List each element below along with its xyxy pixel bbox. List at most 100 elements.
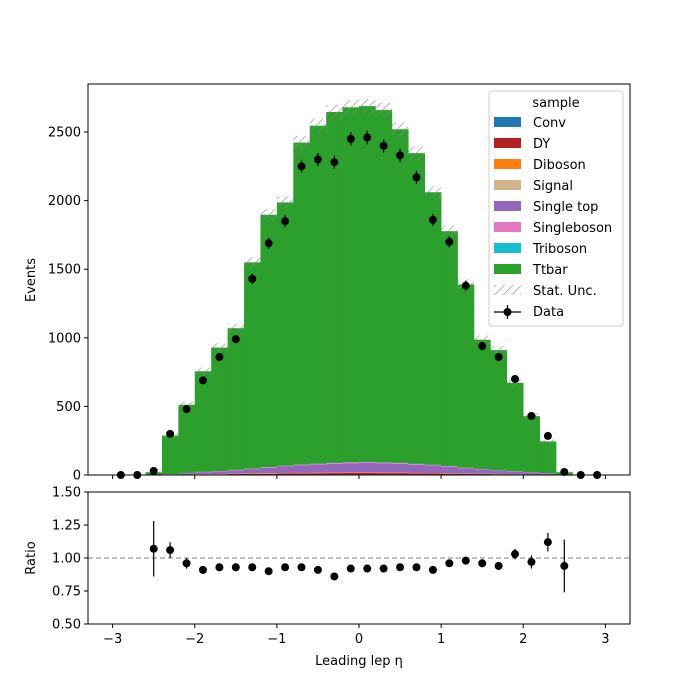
bar-ttbar — [506, 382, 524, 472]
bar-ttbar — [161, 435, 179, 475]
legend-label: DY — [533, 137, 550, 152]
data-point — [281, 217, 290, 226]
bar-ttbar — [293, 142, 311, 465]
ratio-point — [428, 565, 437, 574]
bar-single-top — [309, 464, 327, 473]
data-point — [198, 376, 207, 385]
main-y-axis-label: Events — [24, 258, 39, 302]
x-tick-label: −1 — [267, 632, 286, 647]
data-point — [248, 274, 257, 283]
legend-label: Singleboson — [533, 221, 612, 236]
stat-unc-band — [473, 335, 491, 345]
ratio-point — [149, 544, 158, 553]
x-tick-label: −2 — [185, 632, 204, 647]
y-tick-label: 2000 — [48, 194, 81, 209]
data-point — [264, 239, 273, 248]
bar-singleboson — [391, 463, 409, 464]
bar-singleboson — [342, 462, 360, 464]
legend-label: Conv — [533, 116, 566, 131]
legend-swatch-diboson — [494, 159, 521, 169]
x-tick-label: 1 — [437, 632, 445, 647]
bar-ttbar — [375, 110, 393, 463]
data-point — [494, 353, 503, 362]
bar-singleboson — [276, 465, 294, 467]
main-plot-panel: 0 500 1000 1500 2000 2500 Events — [24, 83, 631, 484]
legend-swatch-singleboson — [494, 222, 521, 232]
data-point — [149, 466, 158, 475]
stat-unc-band — [408, 146, 425, 160]
legend-label: Single top — [533, 200, 598, 215]
bar-dy — [473, 474, 491, 475]
legend-label: Diboson — [533, 158, 586, 173]
ratio-y-tick-label: 1.25 — [52, 519, 81, 534]
stacked-bars — [145, 106, 573, 475]
bar-dy — [490, 474, 508, 475]
stat-unc-band — [391, 122, 409, 137]
legend-swatch-conv — [494, 117, 521, 127]
main-x-ticks — [112, 475, 606, 479]
stat-unc-band — [309, 118, 327, 133]
bar-single-top — [244, 469, 261, 474]
bar-dy — [375, 473, 393, 475]
data-point — [396, 151, 405, 160]
bar-ttbar — [539, 441, 557, 474]
ratio-point — [527, 557, 536, 566]
stat-unc-band — [260, 208, 277, 221]
ratio-point — [248, 563, 257, 572]
ratio-point — [560, 561, 569, 570]
x-tick-label: 2 — [519, 632, 527, 647]
bar-dy — [293, 473, 311, 475]
data-point — [527, 412, 536, 421]
ratio-y-ticks: 0.50 0.75 1.00 1.25 1.50 — [52, 486, 88, 633]
data-point — [182, 405, 191, 414]
bar-ttbar — [473, 339, 491, 469]
bar-ttbar — [523, 416, 540, 473]
data-point — [511, 374, 520, 383]
legend-label: Ttbar — [532, 263, 568, 278]
data-point — [428, 215, 437, 224]
ratio-point — [215, 563, 224, 572]
bar-single-top — [326, 463, 343, 473]
bar-singleboson — [260, 467, 278, 468]
bar-single-top — [408, 464, 425, 473]
stat-unc-band — [326, 104, 343, 120]
ratio-plot-panel: 0.50 0.75 1.00 1.25 1.50 −3 −2 −1 0 1 2 3 Ratio Le… — [24, 486, 631, 669]
ratio-points — [149, 521, 569, 593]
x-tick-label: −3 — [103, 632, 122, 647]
legend-label: Data — [533, 305, 564, 320]
bar-single-top — [441, 466, 458, 474]
bar-single-top — [359, 462, 376, 473]
bar-single-top — [227, 470, 245, 474]
bar-dy — [457, 473, 475, 475]
bar-single-top — [260, 467, 278, 474]
ratio-point — [182, 559, 191, 568]
data-point — [215, 353, 224, 362]
legend-data-marker — [503, 308, 512, 316]
bar-ttbar — [178, 404, 196, 473]
stat-unc-band — [539, 439, 557, 444]
data-points — [116, 130, 602, 479]
legend-swatch-signal — [494, 180, 521, 190]
legend-swatch-dy — [494, 138, 521, 148]
stat-unc-band — [424, 186, 442, 199]
bar-ttbar — [194, 371, 212, 472]
ratio-point — [198, 565, 207, 574]
ratio-point — [313, 565, 322, 574]
stat-unc-band — [293, 135, 310, 150]
ratio-point — [297, 563, 306, 572]
ratio-point — [478, 559, 487, 568]
x-axis-label: Leading lep η — [315, 654, 403, 669]
y-tick-label: 1000 — [48, 331, 81, 346]
bar-ttbar — [490, 350, 508, 471]
data-point — [363, 133, 372, 142]
bar-ttbar — [441, 231, 458, 467]
legend-label: Triboson — [532, 242, 587, 257]
ratio-point — [396, 563, 405, 572]
ratio-point — [412, 563, 421, 572]
data-point — [379, 141, 388, 150]
bar-dy — [441, 473, 458, 475]
data-point — [330, 158, 339, 167]
data-point — [461, 281, 470, 290]
bar-ttbar — [309, 125, 327, 464]
